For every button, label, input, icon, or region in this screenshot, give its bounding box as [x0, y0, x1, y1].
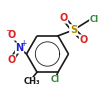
Text: O: O	[79, 35, 88, 45]
Text: +: +	[20, 40, 27, 48]
Text: O: O	[59, 13, 68, 23]
Text: Cl: Cl	[51, 76, 60, 84]
Text: S: S	[70, 25, 77, 35]
Text: −: −	[5, 26, 11, 36]
Text: O: O	[7, 30, 16, 40]
Text: N: N	[15, 43, 24, 53]
Text: O: O	[7, 55, 16, 65]
Text: CH₃: CH₃	[23, 78, 40, 86]
Text: Cl: Cl	[90, 16, 99, 24]
